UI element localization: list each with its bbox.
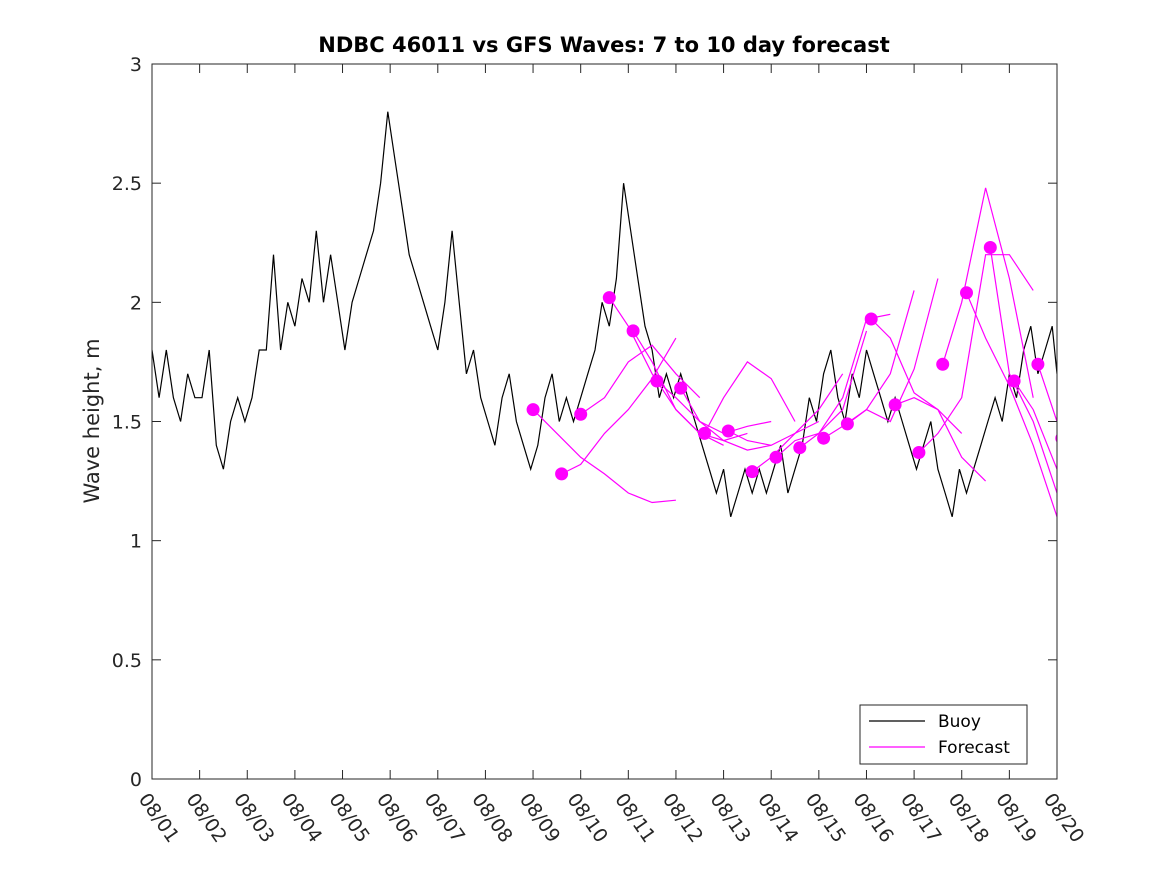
legend: Buoy Forecast — [859, 704, 1028, 765]
forecast-point — [650, 374, 664, 388]
forecast-point — [698, 426, 711, 440]
forecast-series-line — [894, 397, 987, 482]
forecast-point — [721, 424, 735, 438]
forecast-series-line — [1086, 400, 1153, 493]
forecast-point — [555, 467, 569, 481]
forecast-point — [1007, 374, 1021, 388]
forecast-point — [526, 403, 540, 417]
forecast-series-line — [561, 337, 677, 475]
y-tick-label: 0.5 — [112, 650, 142, 672]
forecast-series-line — [1133, 128, 1167, 335]
x-tick-label: 08/12 — [658, 789, 707, 846]
forecast-series-line — [1157, 183, 1167, 433]
forecast-series-line — [870, 318, 963, 434]
y-axis-label: Wave height, m — [80, 338, 104, 503]
x-tick-label: 08/17 — [896, 789, 945, 846]
y-tick-label: 2 — [130, 292, 142, 314]
forecast-point — [1079, 394, 1092, 407]
forecast-point — [983, 241, 997, 254]
x-tick-label: 08/07 — [420, 789, 469, 846]
forecast-point — [574, 407, 588, 421]
forecast-point — [602, 291, 616, 305]
x-tick-label: 08/18 — [944, 789, 993, 846]
plot-frame — [151, 63, 1058, 780]
y-tick-label: 1.5 — [112, 412, 142, 434]
forecast-point — [912, 446, 926, 459]
forecast-point — [1031, 357, 1045, 371]
forecast-point — [745, 465, 759, 479]
forecast-point — [1103, 227, 1116, 240]
forecast-point — [817, 431, 831, 445]
forecast-point — [793, 441, 807, 455]
x-tick-label: 08/20 — [1039, 789, 1088, 846]
y-tick-label: 2.5 — [112, 173, 142, 195]
forecast-series-line — [989, 247, 1057, 495]
legend-label: Forecast — [938, 738, 1010, 758]
legend-box — [859, 704, 1028, 765]
x-tick-label: 08/14 — [753, 789, 802, 846]
x-tick-label: 08/04 — [277, 789, 326, 846]
legend-label: Buoy — [938, 712, 981, 732]
forecast-series-line — [965, 292, 1057, 517]
forecast-series-line — [580, 344, 701, 415]
forecast-point — [1151, 420, 1164, 433]
x-tick-label: 08/11 — [610, 789, 659, 846]
chart-title: NDBC 46011 vs GFS Waves: 7 to 10 day for… — [318, 33, 889, 57]
forecast-point — [960, 286, 973, 300]
x-tick-label: 08/03 — [229, 789, 278, 846]
forecast-series-line — [918, 254, 1034, 453]
forecast-series-line — [608, 297, 724, 446]
forecast-point — [840, 417, 854, 431]
axes-layer — [151, 63, 1058, 780]
x-tick-label: 08/01 — [134, 789, 183, 846]
forecast-series-line — [728, 420, 820, 446]
forecast-point — [864, 312, 878, 326]
forecast-point — [674, 381, 688, 395]
x-tick-label: 08/08 — [467, 789, 516, 846]
forecast-series-line — [656, 380, 772, 435]
x-tick-label: 08/15 — [801, 789, 850, 846]
forecast-point — [888, 398, 902, 412]
x-tick-label: 08/10 — [563, 789, 612, 846]
forecast-series-line — [532, 409, 676, 504]
buoy-series-line — [152, 111, 1057, 517]
forecast-series-line — [942, 187, 1034, 398]
y-tick-label: 3 — [130, 54, 142, 76]
forecast-series-line — [1037, 364, 1057, 424]
forecast-point — [1127, 329, 1140, 342]
forecast-series-line — [751, 373, 844, 473]
x-tick-label: 08/09 — [515, 789, 564, 846]
x-tick-label: 08/13 — [705, 789, 754, 846]
y-tick-label: 0 — [130, 769, 142, 791]
y-tick-label: 1 — [130, 531, 142, 553]
forecast-point — [936, 357, 950, 371]
x-tick-label: 08/19 — [991, 789, 1040, 846]
x-tick-label: 08/06 — [372, 789, 421, 846]
series-layer — [152, 111, 1167, 529]
forecast-point — [769, 450, 783, 464]
forecast-series-line — [1013, 380, 1057, 471]
forecast-series-line — [1109, 233, 1167, 386]
forecast-series-line — [632, 330, 748, 442]
x-tick-label: 08/16 — [848, 789, 897, 846]
forecast-series-line — [703, 361, 796, 434]
forecast-series-line — [680, 387, 772, 451]
x-tick-label: 08/02 — [182, 789, 231, 846]
forecast-point — [626, 324, 640, 338]
forecast-series-line — [847, 278, 939, 425]
forecast-series-line — [1062, 438, 1129, 529]
x-tick-label: 08/05 — [324, 789, 373, 846]
